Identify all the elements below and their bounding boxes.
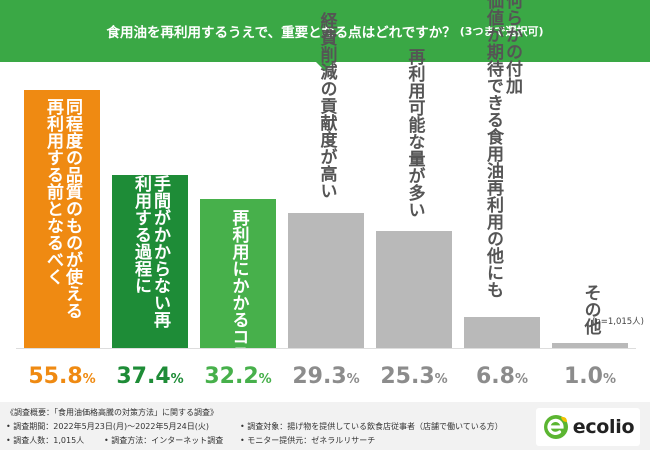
value-unit: % (170, 372, 184, 387)
bar-label: 同程度の品質のものが使える 再利用する前となるべく (42, 98, 83, 319)
chart-title: 食用油を再利用するうえで、重要となる点はどれですか？ (106, 25, 456, 41)
value-label: 29.3% (281, 364, 371, 389)
value-label: 25.3% (369, 364, 459, 389)
value-unit: % (602, 372, 616, 387)
title-wrap: 食用油を再利用するうえで、重要となる点はどれですか？ (3つまで選択可) (0, 0, 650, 62)
footer-target: • 調査対象：揚げ物を提供している飲食店従事者（店舗で働いている方） (240, 422, 503, 431)
value-label: 1.0% (545, 364, 635, 389)
value-unit: % (346, 372, 360, 387)
value-number: 6.8 (475, 364, 515, 389)
bar-label: 何らかの付加 価値が期待できる食用油再利用の他にも (482, 0, 523, 299)
value-unit: % (434, 372, 448, 387)
bar (464, 316, 540, 348)
bar-label: その他 (580, 284, 601, 336)
footer-method: • 調査方法：インターネット調査 (104, 436, 224, 445)
header-banner (0, 0, 650, 62)
bar-label: 手間がかからない再 利用する過程に (130, 175, 171, 329)
value-label: 32.2% (193, 364, 283, 389)
header-pointer-arrow (316, 62, 334, 71)
value-unit: % (514, 372, 528, 387)
leaf-e-icon (543, 415, 568, 439)
footer-period: • 調査期間：2022年5月23日(月)～2022年5月24日(火) (6, 422, 210, 431)
bar (24, 90, 100, 348)
footer-survey-name: 《調査概要：「食用油価格高騰の対策方法」に関する調査》 (6, 408, 218, 417)
value-number: 32.2 (204, 364, 259, 389)
value-number: 25.3 (380, 364, 435, 389)
value-unit: % (258, 372, 272, 387)
value-label: 55.8% (17, 364, 107, 389)
sample-size-note: (n=1,015人) (592, 317, 644, 327)
bar-label: 再利用可能な量が多い (404, 48, 425, 219)
value-label: 37.4% (105, 364, 195, 389)
bar (552, 343, 628, 348)
value-number: 55.8 (28, 364, 83, 389)
value-unit: % (82, 372, 96, 387)
logo-text: ecolio (572, 416, 635, 438)
bar-chart: 同程度の品質のものが使える 再利用する前となるべく 55.8% 手間がかからない再 … (0, 0, 650, 430)
value-number: 29.3 (292, 364, 347, 389)
ecolio-logo: ecolio (536, 408, 640, 446)
bar (376, 231, 452, 348)
baseline (16, 348, 636, 349)
footer-provider: • モニター提供元：ゼネラルリサーチ (240, 436, 376, 445)
footer-respondents: • 調査人数：1,015人 (6, 436, 85, 445)
value-label: 6.8% (457, 364, 547, 389)
bar-label: 経費削減の貢献度が高い (316, 12, 337, 200)
bar (112, 175, 188, 348)
bar (200, 199, 276, 348)
value-number: 1.0 (563, 364, 603, 389)
bar (288, 212, 364, 348)
bar-label: 再利用にかかるコストが安い (228, 209, 249, 431)
chart-subtitle: (3つまで選択可) (459, 25, 544, 38)
value-number: 37.4 (116, 364, 171, 389)
